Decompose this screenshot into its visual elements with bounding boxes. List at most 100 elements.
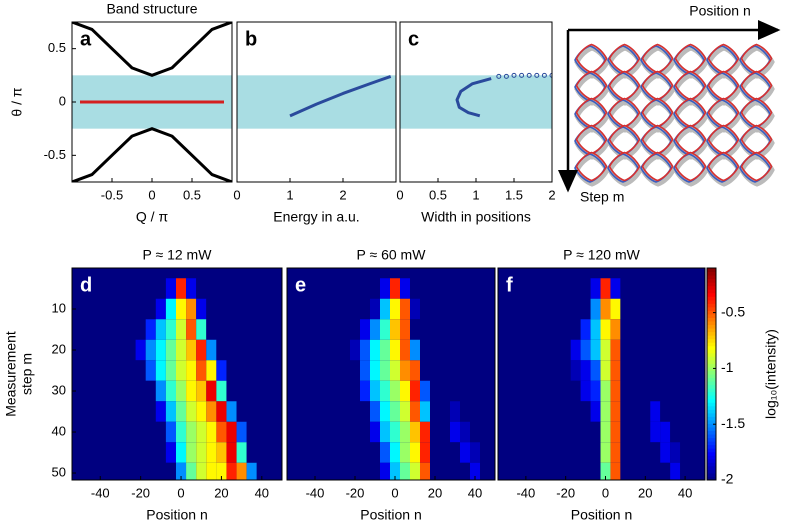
heatmap-cell (600, 380, 611, 402)
heatmap-cell (670, 380, 681, 402)
heatmap-cell (145, 339, 156, 361)
heatmap-cell (226, 462, 237, 480)
heatmap-cell (175, 339, 187, 361)
x-tick-label: -20 (346, 485, 365, 500)
heatmap-cell (640, 380, 651, 402)
heatmap-cell (380, 298, 390, 320)
heatmap-cell (410, 339, 420, 361)
plot-area (72, 268, 282, 480)
heatmap-cell (460, 298, 470, 320)
heatmap-cell (175, 401, 187, 422)
heatmap-cell (590, 462, 601, 480)
heatmap-cell (165, 360, 176, 381)
x-tick-label: -40 (91, 485, 110, 500)
colorbar-tick-label: -0.5 (721, 303, 745, 319)
heatmap-cell (246, 298, 257, 320)
heatmap-cell (400, 278, 410, 299)
heatmap-cell (246, 462, 257, 480)
x-tick-label: 40 (678, 485, 692, 500)
heatmap-cell (370, 319, 380, 340)
heatmap-cell (590, 401, 601, 422)
heatmap-cell (236, 278, 247, 299)
heatmap-cell (125, 278, 136, 299)
colorbar-step (707, 444, 716, 449)
heatmap-cell (125, 442, 136, 463)
heatmap-cell (560, 319, 571, 340)
heatmap-cell (660, 298, 671, 320)
heatmap-cell (650, 421, 661, 443)
heatmap-cell (550, 401, 561, 422)
lattice-red (740, 97, 773, 128)
panel-title: Band structure (106, 1, 197, 17)
heatmap-cell (460, 421, 470, 443)
colorbar-tick-label: -1 (721, 359, 734, 375)
heatmap-cell (400, 421, 410, 443)
heatmap-cell (246, 339, 257, 361)
heatmap-cell (236, 442, 247, 463)
heatmap-cell (640, 421, 651, 443)
heatmap-cell (410, 401, 420, 422)
heatmap-cell (650, 339, 661, 361)
x-tick-label: 20 (638, 485, 652, 500)
y-tick-label: 10 (52, 300, 66, 315)
heatmap-cell (256, 462, 267, 480)
heatmap-cell (256, 421, 267, 443)
heatmap-cell (580, 339, 591, 361)
marker (511, 72, 517, 78)
heatmap-cell (630, 339, 641, 361)
heatmap-cell (660, 442, 671, 463)
heatmap-cell (560, 380, 571, 402)
colorbar-step (707, 391, 716, 396)
heatmap-cell (580, 462, 591, 480)
heatmap-cell (400, 319, 410, 340)
heatmap-cell (390, 339, 400, 361)
heatmap-cell (550, 360, 561, 381)
heatmap-cell (350, 319, 360, 340)
heatmap-cell (570, 442, 581, 463)
lattice-red (674, 151, 707, 182)
heatmap-cell (620, 360, 631, 381)
lattice-red (575, 43, 608, 74)
heatmap-cell (570, 401, 581, 422)
heatmap-cell (350, 462, 360, 480)
heatmap-cell (206, 380, 217, 402)
heatmap-cell (650, 380, 661, 402)
heatmap-cell (470, 339, 480, 361)
lattice-red (674, 124, 707, 155)
heatmap-cell (560, 278, 571, 299)
heatmap-cell (360, 401, 370, 422)
colorbar-step (707, 345, 716, 350)
heatmap-cell (450, 462, 460, 480)
marker (534, 72, 540, 78)
heatmap-cell (360, 319, 370, 340)
heatmap-cell (226, 360, 237, 381)
colorbar-step (707, 356, 716, 361)
colorbar-step (707, 427, 716, 432)
marker (519, 72, 525, 78)
x-axis-label: Position n (146, 507, 207, 523)
heatmap-cell (360, 298, 370, 320)
heatmap-cell (660, 462, 671, 480)
heatmap-cell (560, 401, 571, 422)
heatmap-cell (600, 401, 611, 422)
heatmap-cell (650, 319, 661, 340)
heatmap-cell (380, 401, 390, 422)
heatmap-cell (360, 380, 370, 402)
heatmap-cell (196, 298, 207, 320)
heatmap-cell (186, 421, 197, 443)
heatmap-cell (340, 339, 350, 361)
colorbar-step (707, 448, 716, 453)
colorbar-step (707, 275, 716, 280)
heatmap-cell (226, 421, 237, 443)
heatmap-cell (360, 462, 370, 480)
heatmap-cell (420, 401, 430, 422)
heatmap-cell (135, 360, 146, 381)
heatmap-cell (590, 380, 601, 402)
heatmap-cell (430, 319, 440, 340)
colorbar-step (707, 395, 716, 400)
heatmap-cell (400, 442, 410, 463)
heatmap-cell (430, 442, 440, 463)
heatmap-cell (390, 462, 400, 480)
colorbar-step (707, 342, 716, 347)
heatmap-cell (125, 360, 136, 381)
